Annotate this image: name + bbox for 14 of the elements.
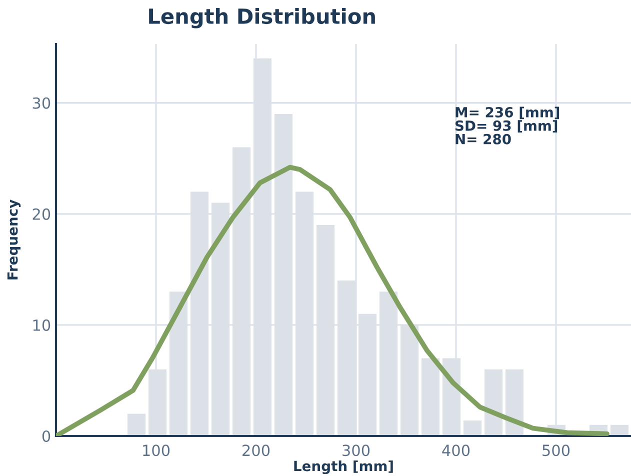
y-tick-label: 10: [33, 319, 50, 331]
y-tick-label: 20: [32, 208, 50, 220]
y-axis-title: Frequency: [7, 200, 21, 280]
x-tick-label: 500: [542, 444, 570, 456]
y-tick-label: 0: [42, 430, 50, 442]
annotation: M= 236 [mm] SD= 93 [mm] N= 280: [455, 106, 560, 144]
x-tick-label: 200: [242, 444, 270, 456]
y-tick-label: 30: [32, 97, 50, 109]
x-tick-label: 300: [342, 444, 370, 456]
x-tick-label: 400: [442, 444, 470, 456]
x-tick-label: 100: [143, 444, 170, 456]
chart-title: Length Distribution: [149, 8, 375, 28]
line-series: [56, 164, 610, 436]
x-axis-title: Length [mm]: [294, 460, 393, 474]
